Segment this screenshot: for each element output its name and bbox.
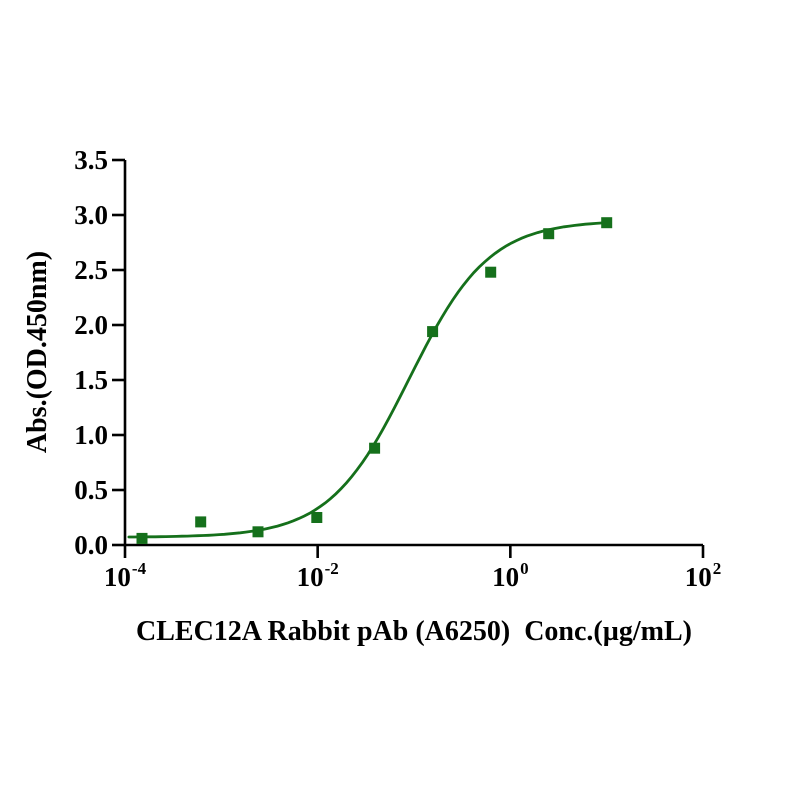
data-point-marker bbox=[252, 526, 264, 538]
x-tick-label: 100 bbox=[492, 559, 529, 592]
data-point-marker bbox=[601, 217, 613, 229]
data-point-marker bbox=[311, 512, 323, 523]
x-axis-title: CLEC12A Rabbit pAb (A6250) Conc.(µg/mL) bbox=[136, 616, 692, 647]
plot-dynamic-layer: 0.0 0.5 1.0 1.5 2.0 2.5 3.0 3.5 10-4 10-2 100 102 bbox=[74, 145, 721, 592]
y-tick-label: 2.5 bbox=[74, 255, 108, 285]
y-tick-label: 3.5 bbox=[74, 145, 108, 175]
axis-frame bbox=[123, 160, 703, 547]
data-point-marker bbox=[427, 326, 439, 338]
x-tick-label: 10-4 bbox=[104, 559, 147, 592]
data-point-marker bbox=[485, 266, 497, 278]
data-point-marker bbox=[136, 532, 148, 544]
y-tick-label: 1.5 bbox=[74, 365, 108, 395]
data-point-marker bbox=[195, 516, 207, 528]
x-tick-label: 10-2 bbox=[297, 559, 339, 592]
y-axis-title: Abs.(OD.450nm) bbox=[22, 251, 53, 453]
y-tick-label: 1.0 bbox=[74, 420, 108, 450]
data-point-marker bbox=[369, 442, 381, 454]
fit-curve bbox=[127, 221, 609, 539]
y-tick-label: 0.0 bbox=[74, 530, 108, 560]
y-tick-label: 0.5 bbox=[74, 475, 108, 505]
data-point-marker bbox=[543, 228, 555, 240]
y-tick-label: 3.0 bbox=[74, 200, 108, 230]
y-tick-label: 2.0 bbox=[74, 310, 108, 340]
x-tick-label: 102 bbox=[685, 559, 722, 592]
